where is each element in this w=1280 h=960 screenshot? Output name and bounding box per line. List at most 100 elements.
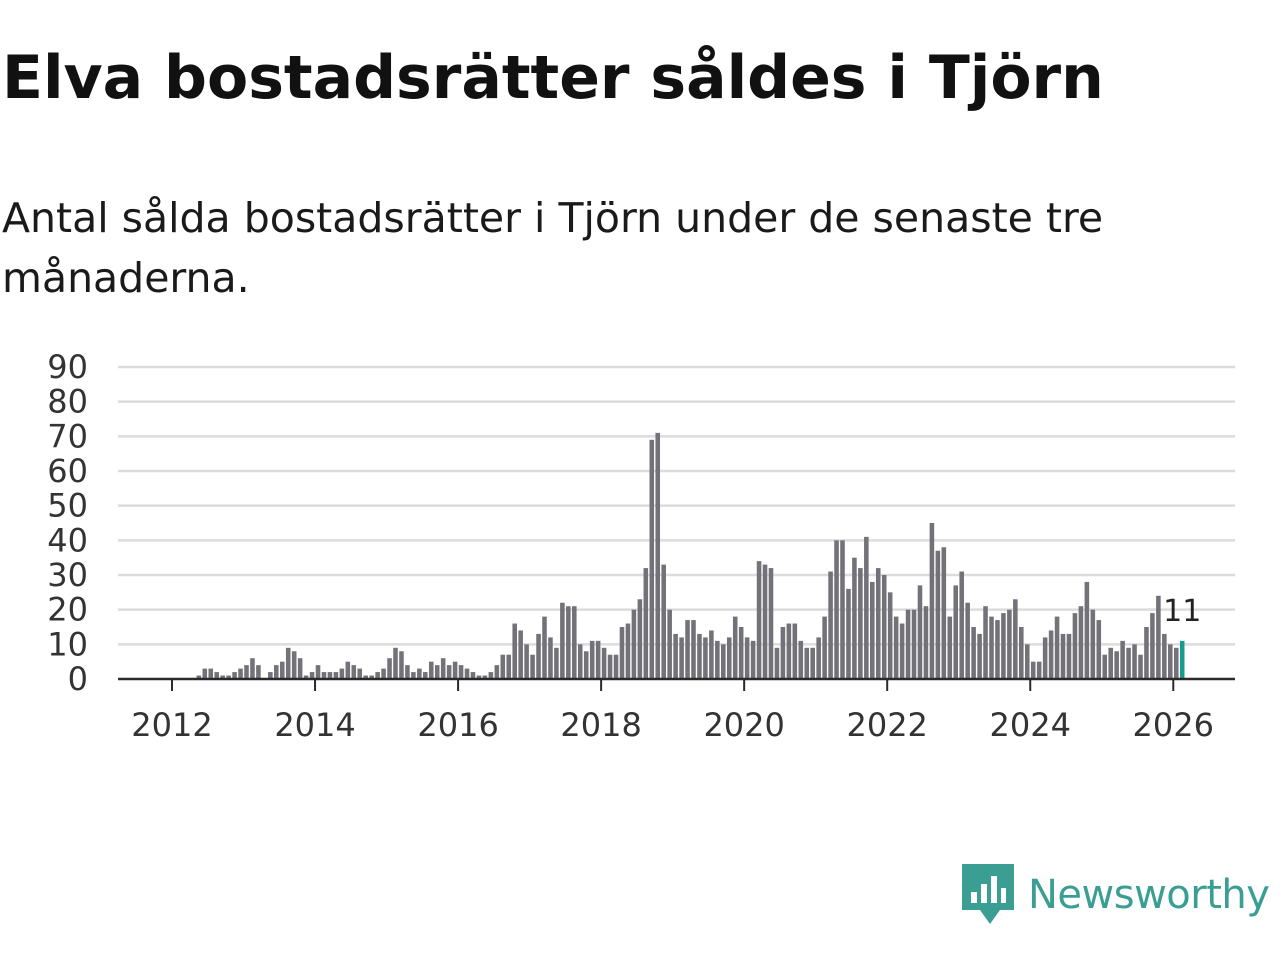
- bar: [256, 665, 261, 679]
- bar: [619, 627, 625, 679]
- y-tick-label: 0: [68, 660, 88, 698]
- bar: [411, 672, 416, 679]
- bar: [1132, 644, 1137, 679]
- y-tick-label: 80: [47, 383, 88, 421]
- bar: [1096, 620, 1102, 679]
- bar: [834, 540, 839, 679]
- bar: [786, 623, 792, 679]
- bar: [566, 606, 571, 679]
- x-tick-label: 2026: [1133, 706, 1214, 744]
- bar: [846, 588, 851, 679]
- newsworthy-logo: Newsworthy: [962, 862, 1270, 928]
- chart-subtitle: Antal sålda bostadsrätter i Tjörn under …: [2, 194, 1104, 302]
- brand-name: Newsworthy: [1028, 872, 1270, 918]
- bar: [583, 651, 589, 679]
- bar: [953, 585, 959, 679]
- bar: [589, 640, 595, 679]
- bar: [351, 665, 357, 679]
- bar: [1054, 616, 1060, 679]
- bar: [983, 606, 988, 679]
- bar: [911, 609, 917, 679]
- bar: [417, 668, 422, 679]
- bar: [1001, 613, 1006, 679]
- bar: [196, 675, 202, 679]
- bar: [572, 606, 577, 679]
- bar: [214, 672, 219, 679]
- bar: [697, 633, 702, 679]
- bar: [500, 654, 506, 679]
- bar: [226, 675, 231, 679]
- bar: [768, 568, 774, 679]
- bar: [947, 616, 953, 679]
- y-tick-label: 70: [47, 417, 88, 455]
- bar: [685, 620, 690, 679]
- bar: [1013, 599, 1018, 679]
- bar: [810, 647, 815, 679]
- bar: [440, 658, 446, 679]
- bar: [363, 675, 368, 679]
- bar: [959, 571, 964, 679]
- bars: [196, 432, 1185, 679]
- bar: [488, 672, 494, 679]
- bar: [250, 658, 255, 679]
- bar: [804, 647, 810, 679]
- y-tick-label: 60: [47, 452, 88, 490]
- bar: [738, 627, 744, 679]
- last-value-label: 11: [1163, 594, 1201, 629]
- bar: [899, 623, 905, 679]
- bar: [387, 658, 392, 679]
- bar: [715, 640, 720, 679]
- bar: [721, 644, 726, 679]
- bar: [1066, 633, 1072, 679]
- bar: [917, 585, 923, 679]
- bar: [977, 633, 982, 679]
- bar: [542, 616, 547, 679]
- grid-lines: [118, 365, 1235, 646]
- bar: [369, 675, 374, 679]
- newsworthy-logo-icon: [962, 864, 1014, 924]
- bar: [995, 620, 1000, 679]
- bar: [291, 651, 297, 679]
- bar: [613, 654, 619, 679]
- bar: [625, 623, 631, 679]
- bar: [393, 647, 398, 679]
- bar: [518, 630, 523, 679]
- value-labels: 11: [1163, 594, 1201, 629]
- bar: [798, 640, 804, 679]
- bar: [345, 661, 351, 679]
- bar: [506, 654, 512, 679]
- bar: [637, 599, 643, 679]
- bar: [327, 672, 333, 679]
- bar: [315, 665, 321, 679]
- y-tick-label: 30: [47, 556, 88, 594]
- y-tick-label: 50: [47, 487, 88, 525]
- bar: [399, 651, 404, 679]
- bar: [601, 647, 607, 679]
- bar: [285, 647, 291, 679]
- x-tick-label: 2012: [131, 706, 212, 744]
- x-tick-label: 2018: [560, 706, 641, 744]
- bar: [1126, 647, 1131, 679]
- bar: [220, 675, 225, 679]
- bar: [828, 571, 833, 679]
- bar: [875, 568, 881, 679]
- chart-title: Elva bostadsrätter såldes i Tjörn: [2, 43, 1104, 113]
- bar: [1036, 661, 1042, 679]
- bar: [452, 661, 458, 679]
- bar: [971, 627, 976, 679]
- bar: [965, 602, 970, 679]
- bar: [1108, 647, 1113, 679]
- bar: [864, 536, 869, 679]
- bar: [482, 675, 488, 679]
- bar: [238, 668, 243, 679]
- bar: [840, 540, 845, 679]
- bar: [780, 627, 786, 679]
- bar: [893, 616, 899, 679]
- bar: [464, 668, 470, 679]
- bar: [726, 637, 732, 679]
- bar: [268, 672, 273, 679]
- bar: [244, 665, 249, 679]
- bar: [1090, 609, 1096, 679]
